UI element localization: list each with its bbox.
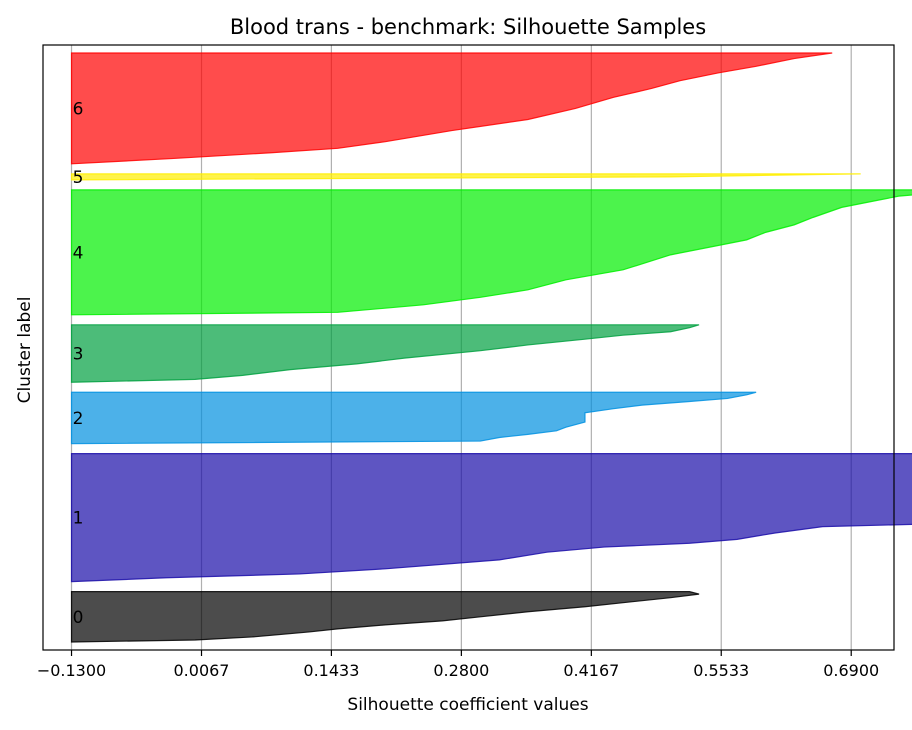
chart-title: Blood trans - benchmark: Silhouette Samp… [230,15,706,39]
silhouette-band-cluster-4 [70,189,912,316]
x-axis-label: Silhouette coefficient values [347,695,588,715]
y-axis-label: Cluster label [15,297,35,404]
x-tick-label: −0.1300 [37,661,106,680]
cluster-label-6: 6 [73,99,84,119]
x-tick-label: 0.4167 [563,661,619,680]
x-tick-label: 0.0067 [174,661,230,680]
x-tick-label: 0.1433 [303,661,359,680]
silhouette-band-cluster-5 [70,173,861,181]
silhouette-band-cluster-1 [70,453,912,583]
x-tick-label: 0.5533 [693,661,749,680]
silhouette-bands [70,52,912,643]
cluster-label-1: 1 [73,509,84,529]
cluster-label-5: 5 [73,168,84,188]
silhouette-band-cluster-6 [70,52,833,165]
silhouette-band-cluster-3 [70,324,700,383]
x-tick-label: 0.2800 [433,661,489,680]
x-tick-label: 0.6900 [823,661,879,680]
silhouette-band-cluster-2 [70,391,757,445]
cluster-label-3: 3 [73,345,84,365]
cluster-labels: 0 1 2 3 4 5 6 [73,99,84,627]
silhouette-band-cluster-0 [70,591,700,643]
x-axis-ticks: −0.1300 0.0067 0.1433 0.2800 0.4167 0.5533 0.6… [37,650,879,680]
cluster-label-0: 0 [73,608,84,628]
plot-frame [42,44,895,651]
cluster-label-4: 4 [73,243,84,263]
cluster-label-2: 2 [73,409,84,429]
